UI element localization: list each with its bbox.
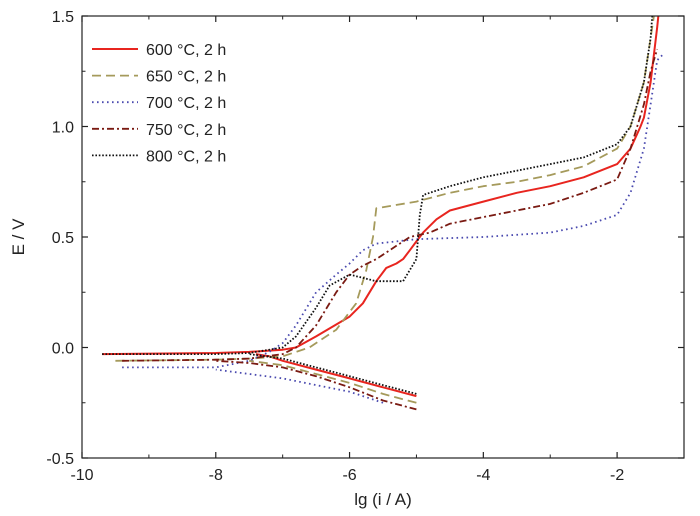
series-3-cathodic-line bbox=[215, 368, 384, 404]
series-2-anodic-line bbox=[115, 16, 655, 362]
series-5-cathodic-line bbox=[249, 353, 417, 395]
series-4 bbox=[122, 48, 659, 411]
y-tick-label: 1.0 bbox=[52, 120, 74, 137]
series-4-anodic-line bbox=[122, 48, 659, 362]
series-1-anodic-line bbox=[102, 16, 660, 356]
legend-item-3: 700 °C, 2 h bbox=[92, 95, 226, 112]
x-axis-title: lg (i / A) bbox=[354, 490, 412, 509]
series-1 bbox=[102, 16, 660, 398]
series-2 bbox=[115, 16, 655, 404]
x-tick-label: -4 bbox=[476, 467, 490, 484]
y-tick-label: 1.5 bbox=[52, 9, 74, 26]
legend-label: 750 °C, 2 h bbox=[146, 122, 226, 139]
legend-item-5: 800 °C, 2 h bbox=[92, 148, 226, 165]
legend-label: 800 °C, 2 h bbox=[146, 148, 226, 165]
y-tick-label: -0.5 bbox=[46, 451, 74, 468]
x-tick-label: -8 bbox=[209, 467, 223, 484]
y-tick-label: 0.5 bbox=[52, 230, 74, 247]
series-4-cathodic-line bbox=[215, 359, 417, 411]
legend-label: 700 °C, 2 h bbox=[146, 95, 226, 112]
series-2-cathodic-line bbox=[249, 359, 417, 404]
series-5 bbox=[102, 16, 654, 395]
x-tick-label: -6 bbox=[342, 467, 356, 484]
x-tick-label: -10 bbox=[70, 467, 93, 484]
series-3 bbox=[122, 52, 665, 404]
y-tick-label: 0.0 bbox=[52, 341, 74, 358]
legend-item-4: 750 °C, 2 h bbox=[92, 122, 226, 139]
legend-item-1: 600 °C, 2 h bbox=[92, 42, 226, 59]
x-tick-label: -2 bbox=[610, 467, 624, 484]
legend-item-2: 650 °C, 2 h bbox=[92, 69, 226, 86]
legend: 600 °C, 2 h 650 °C, 2 h 700 °C, 2 h 750 °C,… bbox=[92, 42, 226, 165]
tick-layer: -10 -8 -6 -4 -2 -0.5 0.0 0.5 1.0 1.5 bbox=[46, 9, 684, 484]
series-1-cathodic-line bbox=[255, 353, 417, 398]
series-layer bbox=[102, 16, 665, 411]
legend-label: 600 °C, 2 h bbox=[146, 42, 226, 59]
y-axis-title: E / V bbox=[9, 218, 28, 256]
legend-label: 650 °C, 2 h bbox=[146, 69, 226, 86]
